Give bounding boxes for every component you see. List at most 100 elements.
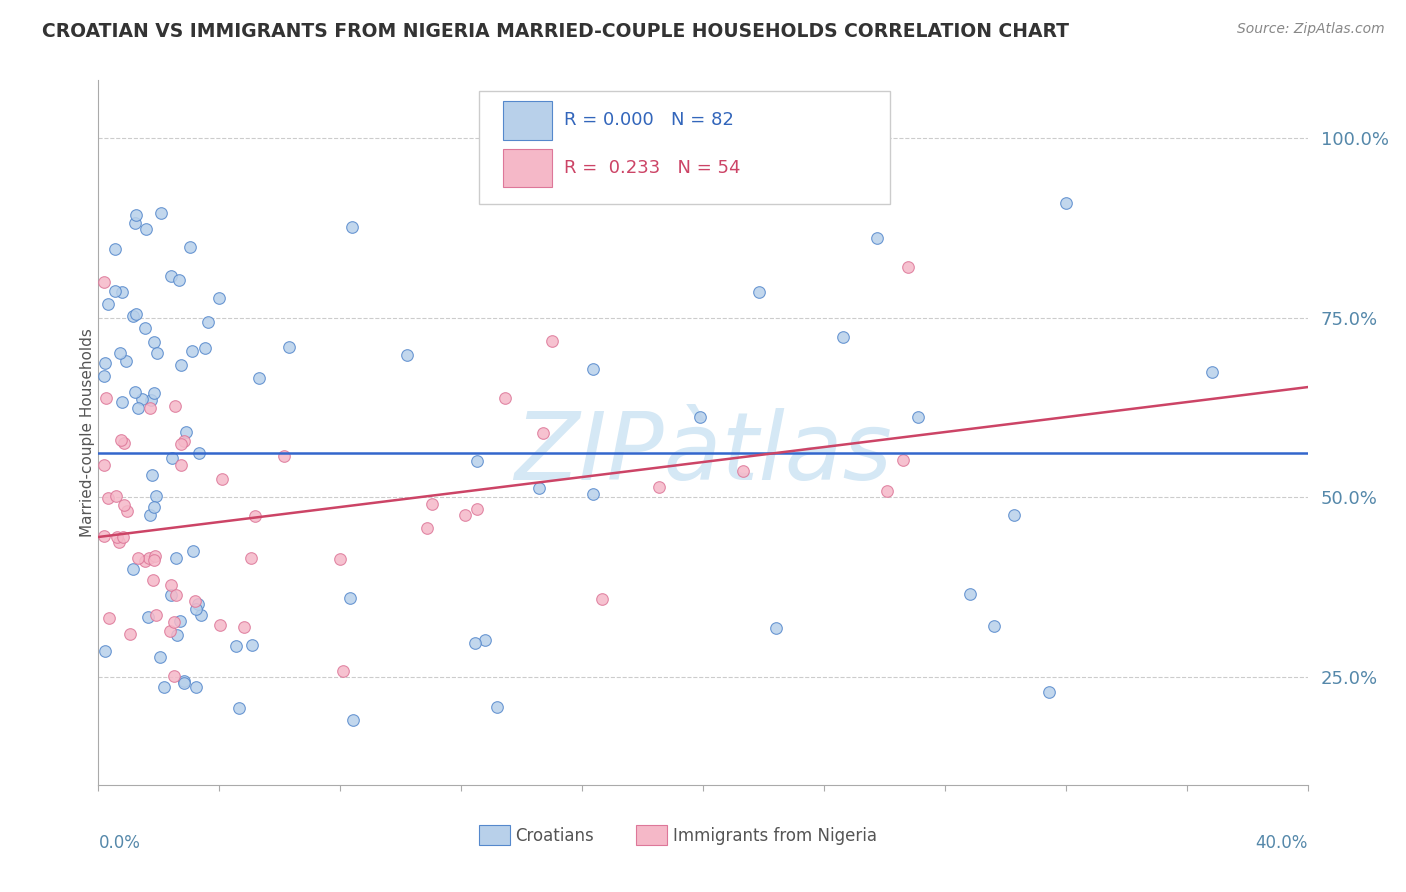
Point <box>273 449 295 463</box>
Point <box>127 551 149 566</box>
Point <box>527 482 550 496</box>
Text: ZIPàtlas: ZIPàtlas <box>515 409 891 500</box>
Point <box>145 608 167 623</box>
Bar <box>503 102 551 140</box>
Point <box>112 436 135 450</box>
Point <box>173 434 195 448</box>
FancyBboxPatch shape <box>479 91 890 203</box>
Point <box>143 549 166 563</box>
Point <box>891 452 914 467</box>
Point <box>93 368 115 383</box>
Point <box>464 636 486 650</box>
Point <box>187 597 209 611</box>
Point <box>97 491 120 505</box>
Point <box>94 391 117 405</box>
Point <box>127 401 149 415</box>
Point <box>135 222 157 236</box>
Point <box>474 632 496 647</box>
Point <box>211 472 233 486</box>
Point <box>169 437 191 451</box>
Point <box>165 588 187 602</box>
Text: 0.0%: 0.0% <box>98 834 141 852</box>
Point <box>1054 195 1077 210</box>
Point <box>689 410 711 425</box>
Point <box>169 614 191 628</box>
Point <box>125 208 148 222</box>
Point <box>731 464 754 478</box>
Point <box>112 530 135 544</box>
Point <box>208 291 231 305</box>
Point <box>342 713 364 727</box>
Point <box>142 573 165 587</box>
Point <box>143 553 166 567</box>
Point <box>184 594 207 608</box>
Point <box>104 489 127 503</box>
Point <box>173 676 195 690</box>
Point <box>131 392 153 406</box>
Point <box>240 551 263 566</box>
Point <box>110 433 132 447</box>
Point <box>97 297 120 311</box>
Point <box>112 498 135 512</box>
Point <box>173 674 195 689</box>
Point <box>139 401 162 416</box>
Point <box>170 458 193 473</box>
Point <box>150 206 173 220</box>
Point <box>139 508 162 522</box>
Point <box>540 334 562 349</box>
Point <box>114 353 136 368</box>
Point <box>179 240 201 254</box>
Point <box>165 550 187 565</box>
Point <box>134 554 156 568</box>
Point <box>118 627 141 641</box>
Point <box>591 591 613 606</box>
Point <box>1002 508 1025 522</box>
Bar <box>503 149 551 187</box>
Point <box>98 611 121 625</box>
Point <box>125 307 148 321</box>
Point <box>197 316 219 330</box>
Text: 40.0%: 40.0% <box>1256 834 1308 852</box>
Point <box>329 552 352 566</box>
Point <box>94 644 117 658</box>
Point <box>134 320 156 334</box>
Point <box>136 609 159 624</box>
Point <box>340 220 363 235</box>
Point <box>105 530 128 544</box>
Point <box>832 329 855 343</box>
Point <box>420 498 443 512</box>
Point <box>486 700 509 714</box>
Point <box>104 285 127 299</box>
Point <box>163 668 186 682</box>
Point <box>865 231 887 245</box>
Point <box>117 504 139 518</box>
Point <box>194 341 217 355</box>
Point <box>465 454 488 468</box>
Point <box>138 550 160 565</box>
Point <box>233 620 256 634</box>
Point <box>897 260 920 275</box>
Point <box>141 393 163 408</box>
Point <box>748 285 770 300</box>
Point <box>225 639 247 653</box>
Point <box>243 508 266 523</box>
Text: Source: ZipAtlas.com: Source: ZipAtlas.com <box>1237 22 1385 37</box>
Point <box>111 395 134 409</box>
Point <box>124 384 146 399</box>
Point <box>582 487 605 501</box>
Bar <box>637 825 666 845</box>
Point <box>124 216 146 230</box>
Point <box>339 591 361 606</box>
Point <box>163 399 186 413</box>
Point <box>396 349 419 363</box>
Point <box>141 467 163 482</box>
Point <box>1038 685 1060 699</box>
Point <box>228 701 250 715</box>
Text: Croatians: Croatians <box>516 827 595 845</box>
Point <box>163 615 186 630</box>
Point <box>121 561 143 575</box>
Text: Immigrants from Nigeria: Immigrants from Nigeria <box>672 827 877 845</box>
Point <box>582 361 605 376</box>
Point <box>93 275 115 289</box>
Point <box>415 521 437 535</box>
